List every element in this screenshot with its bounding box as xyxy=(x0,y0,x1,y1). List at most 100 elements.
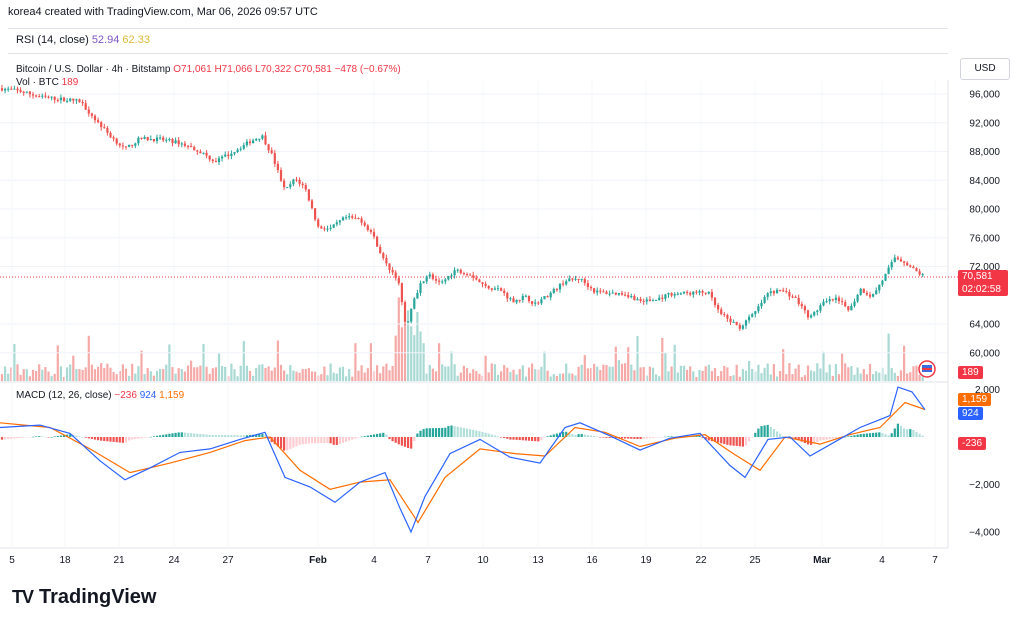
candle-body xyxy=(906,262,909,266)
macd-histogram-bar xyxy=(199,434,202,437)
candle-body xyxy=(31,94,35,96)
time-tick-label: 16 xyxy=(586,555,598,566)
candle-body xyxy=(112,137,115,139)
macd-histogram-bar xyxy=(165,434,168,437)
volume-bar xyxy=(236,376,239,381)
candle-body xyxy=(22,91,25,93)
volume-bar xyxy=(655,374,658,381)
volume-bar xyxy=(78,369,81,381)
volume-bar xyxy=(205,366,208,381)
volume-bar xyxy=(859,373,862,381)
candle-body xyxy=(35,95,38,97)
volume-bar xyxy=(50,375,53,381)
volume-bar xyxy=(642,367,645,381)
candle-body xyxy=(66,100,69,102)
macd-histogram-bar xyxy=(258,434,261,437)
candles xyxy=(0,84,924,332)
macd-histogram-bar xyxy=(382,432,385,437)
macd-histogram-bar xyxy=(388,437,391,440)
volume-bar xyxy=(834,364,837,381)
volume-bar xyxy=(574,375,577,381)
volume-bar xyxy=(441,364,444,381)
candle-body xyxy=(543,296,546,300)
candle-body xyxy=(357,218,360,220)
volume-bar xyxy=(22,369,25,381)
macd-histogram-bar xyxy=(912,429,915,437)
volume-bar xyxy=(785,374,788,381)
rsi-pane[interactable]: RSI (14, close) 52.94 62.33 xyxy=(8,28,948,54)
candle-body xyxy=(87,109,90,114)
price-tick-label: 76,000 xyxy=(969,233,1000,244)
candle-body xyxy=(78,99,81,103)
macd-histogram-bar xyxy=(717,437,720,443)
macd-histogram-bar xyxy=(651,437,655,438)
volume-bar xyxy=(376,365,379,381)
candle-body xyxy=(686,291,689,293)
candle-body xyxy=(515,299,518,303)
macd-histogram-bar xyxy=(276,437,279,447)
macd-histogram-bar xyxy=(307,437,310,444)
macd-histogram-bar xyxy=(28,437,31,438)
macd-histogram-bar xyxy=(707,437,710,441)
candle-body xyxy=(335,222,338,225)
candle-body xyxy=(286,187,289,189)
macd-histogram-bar xyxy=(162,434,165,437)
candle-body xyxy=(196,150,199,152)
volume-bar xyxy=(831,375,834,381)
macd-histogram-bar xyxy=(391,437,394,442)
macd-histogram-bar xyxy=(884,434,887,437)
volume-bar xyxy=(183,371,186,381)
macd-histogram-bar xyxy=(853,435,856,437)
time-tick-label: 10 xyxy=(477,555,489,566)
macd-histogram-bar xyxy=(645,437,648,439)
volume-bar xyxy=(763,367,766,381)
candle-body xyxy=(171,139,174,144)
candle-body xyxy=(577,278,580,280)
volume-bar xyxy=(252,376,255,381)
macd-histogram-bar xyxy=(354,437,357,439)
volume-bar xyxy=(217,353,221,381)
volume-bar xyxy=(348,369,351,381)
volume-bar xyxy=(531,363,534,381)
candle-body xyxy=(97,120,100,123)
candle-body xyxy=(682,291,686,294)
candle-body xyxy=(834,297,837,301)
volume-bar xyxy=(453,364,456,381)
volume-bar xyxy=(332,372,335,381)
volume-bar xyxy=(304,369,307,381)
candle-body xyxy=(478,279,481,283)
volume-bar xyxy=(490,363,493,381)
volume-bar xyxy=(385,363,388,381)
volume-bar xyxy=(174,373,177,381)
candle-body xyxy=(850,305,853,311)
macd-histogram-bar xyxy=(487,433,490,437)
volume-badge: 189 xyxy=(958,366,983,379)
macd-histogram-bar xyxy=(878,432,881,437)
macd-histogram-bar xyxy=(10,437,13,439)
currency-button[interactable]: USD xyxy=(960,58,1010,80)
volume-bar xyxy=(279,364,283,381)
volume-bar xyxy=(152,375,155,381)
candle-body xyxy=(320,226,323,229)
candle-body xyxy=(131,144,134,146)
volume-bar xyxy=(909,372,912,381)
volume-bar xyxy=(255,368,258,381)
volume-bar xyxy=(679,365,682,381)
candle-body xyxy=(217,158,221,163)
rsi-ma-value: 62.33 xyxy=(122,34,150,46)
macd-histogram-bar xyxy=(478,431,481,437)
candle-body xyxy=(500,288,503,291)
macd-histogram-bar xyxy=(56,436,59,437)
macd-histogram-bar xyxy=(351,437,354,440)
candle-body xyxy=(69,98,72,101)
macd-histogram-bar xyxy=(893,428,896,437)
macd-histogram-bar xyxy=(552,434,555,437)
candle-body xyxy=(345,217,348,219)
candle-body xyxy=(574,278,577,280)
candle-body xyxy=(844,302,847,307)
volume-bar xyxy=(400,327,403,381)
tradingview-logo[interactable]: TV TradingView xyxy=(12,586,156,609)
volume-bar xyxy=(137,366,140,381)
volume-bar xyxy=(422,343,425,381)
